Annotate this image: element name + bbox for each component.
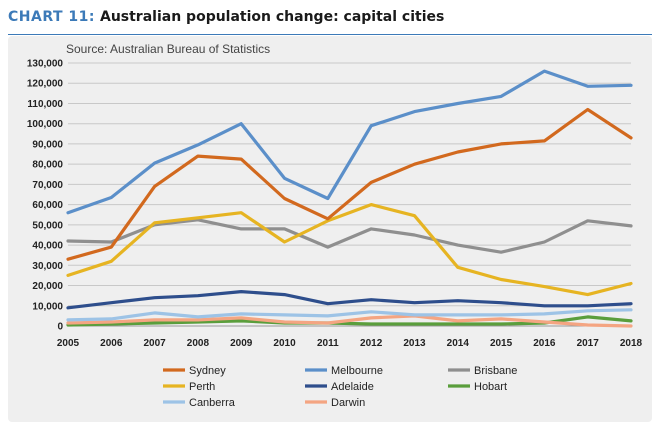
series-line-sydney <box>66 107 633 261</box>
x-tick-label: 2009 <box>230 338 253 349</box>
x-tick-label: 2010 <box>273 338 296 349</box>
chart-number: CHART 11: <box>8 9 95 25</box>
x-tick-label: 2006 <box>100 338 123 349</box>
chart-title: Australian population change: capital ci… <box>99 9 445 25</box>
x-tick-label: 2005 <box>57 338 80 349</box>
legend-label-adelaide: Adelaide <box>331 381 374 393</box>
x-tick-label: 2016 <box>533 338 556 349</box>
legend-label-hobart: Hobart <box>474 381 507 393</box>
y-tick-label: 30,000 <box>32 261 63 272</box>
x-tick-label: 2012 <box>360 338 383 349</box>
y-tick-label: 100,000 <box>27 119 64 130</box>
y-tick-label: 110,000 <box>27 99 63 110</box>
y-tick-label: 80,000 <box>32 160 63 171</box>
y-tick-label: 40,000 <box>32 241 63 252</box>
x-tick-label: 2007 <box>143 338 166 349</box>
series-line-canberra <box>66 308 633 322</box>
x-tick-label: 2013 <box>403 338 426 349</box>
x-tick-label: 2008 <box>187 338 210 349</box>
series-line-darwin <box>66 314 633 328</box>
legend-label-darwin: Darwin <box>331 397 365 409</box>
series-line-adelaide <box>66 290 633 310</box>
chart-panel: Source: Australian Bureau of Statistics … <box>8 36 652 422</box>
x-tick-label: 2018 <box>620 338 643 349</box>
y-tick-label: 50,000 <box>32 220 63 231</box>
x-tick-label: 2017 <box>577 338 600 349</box>
chart-source: Source: Australian Bureau of Statistics <box>66 42 270 56</box>
line-chart: Source: Australian Bureau of Statistics … <box>27 42 643 409</box>
y-tick-label: 130,000 <box>27 59 64 70</box>
x-tick-label: 2011 <box>317 338 339 349</box>
x-tick-label: 2014 <box>447 338 470 349</box>
legend-label-canberra: Canberra <box>189 397 236 409</box>
y-tick-label: 20,000 <box>32 281 63 292</box>
y-tick-label: 10,000 <box>32 301 63 312</box>
legend-label-perth: Perth <box>189 381 215 393</box>
y-tick-label: 70,000 <box>32 180 63 191</box>
series-line-brisbane <box>66 218 633 254</box>
y-tick-label: 0 <box>57 322 63 333</box>
x-tick-label: 2015 <box>490 338 513 349</box>
legend-label-sydney: Sydney <box>189 365 226 377</box>
legend-label-melbourne: Melbourne <box>331 365 383 377</box>
series-line-hobart <box>66 315 633 327</box>
y-tick-label: 120,000 <box>27 79 64 90</box>
series-line-perth <box>66 203 633 297</box>
y-tick-label: 60,000 <box>32 200 63 211</box>
legend-label-brisbane: Brisbane <box>474 365 517 377</box>
chart-header: CHART 11: Australian population change: c… <box>8 8 652 35</box>
y-tick-label: 90,000 <box>32 139 63 150</box>
series-line-melbourne <box>66 69 633 215</box>
